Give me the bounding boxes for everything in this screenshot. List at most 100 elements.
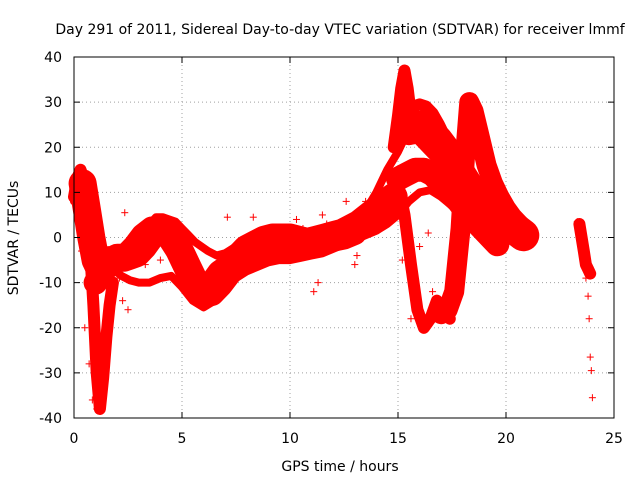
data-point	[487, 218, 494, 225]
data-point	[297, 243, 304, 250]
data-point	[494, 241, 501, 248]
data-point	[446, 189, 453, 196]
data-point	[398, 256, 406, 264]
y-tick-label: 30	[44, 95, 62, 111]
x-tick-label: 20	[497, 431, 515, 447]
data-point	[586, 353, 594, 361]
data-point	[88, 396, 96, 404]
data-point	[468, 184, 475, 191]
data-point	[424, 229, 432, 237]
data-point	[384, 220, 391, 227]
data-point	[481, 207, 488, 214]
x-tick-label: 10	[281, 431, 299, 447]
data-point	[141, 261, 149, 269]
data-point	[262, 247, 270, 255]
x-tick-label: 25	[605, 431, 623, 447]
data-point	[106, 302, 113, 309]
data-point	[353, 252, 361, 260]
data-point	[433, 137, 440, 144]
data-point	[587, 367, 595, 375]
data-point	[330, 236, 337, 243]
plot-area	[68, 64, 597, 415]
y-tick-label: 20	[44, 140, 62, 156]
data-point	[329, 224, 337, 232]
y-tick-label: -30	[39, 366, 62, 382]
data-point	[183, 266, 190, 273]
data-point	[157, 275, 164, 282]
data-point	[100, 333, 108, 341]
data-point	[461, 173, 468, 180]
data-point	[438, 180, 445, 187]
chart-title: Day 291 of 2011, Sidereal Day-to-day VTE…	[55, 22, 625, 38]
data-point	[494, 229, 501, 236]
data-point	[446, 315, 453, 322]
y-axis: -40 -30 -20 -10 0 10 20 30 40	[39, 50, 614, 427]
data-point	[78, 247, 86, 255]
data-point	[416, 243, 424, 251]
data-point	[221, 270, 229, 278]
data-point	[85, 360, 93, 368]
data-point	[384, 166, 391, 173]
data-point	[200, 293, 207, 300]
y-tick-label: 10	[44, 185, 62, 201]
data-point	[127, 277, 134, 284]
data-point	[436, 121, 443, 128]
data-point	[412, 166, 419, 173]
data-point	[342, 197, 350, 205]
data-point	[582, 261, 589, 268]
data-point	[310, 288, 318, 296]
data-point	[585, 315, 593, 323]
data-point	[440, 306, 447, 313]
data-point	[157, 225, 164, 232]
data-point	[401, 67, 408, 74]
data-point	[496, 193, 503, 200]
data-point	[364, 214, 371, 221]
data-point	[477, 135, 484, 142]
data-point	[166, 234, 173, 241]
data-point	[148, 225, 155, 232]
data-point	[146, 279, 153, 286]
data-point	[407, 315, 415, 323]
data-point	[373, 227, 380, 234]
x-axis-label: GPS time / hours	[281, 459, 398, 475]
data-point	[423, 103, 430, 110]
data-point	[377, 188, 385, 196]
data-point	[131, 243, 138, 250]
data-point	[587, 270, 594, 277]
y-tick-label: -40	[39, 411, 62, 427]
y-tick-label: 40	[44, 50, 62, 66]
data-point	[198, 243, 205, 250]
data-point	[249, 213, 257, 221]
data-point	[243, 252, 250, 259]
data-point	[455, 198, 462, 205]
data-point	[451, 288, 458, 295]
data-point	[509, 214, 516, 221]
data-point	[416, 101, 423, 108]
data-point	[490, 180, 497, 187]
data-point	[341, 234, 347, 241]
data-point	[83, 202, 90, 209]
series-scatter-outliers	[72, 179, 596, 413]
series-band	[83, 216, 367, 309]
data-point	[442, 135, 449, 142]
data-point	[382, 200, 389, 207]
data-point	[584, 292, 592, 300]
data-point	[121, 209, 129, 217]
data-point	[373, 207, 380, 214]
data-point	[97, 364, 105, 372]
y-tick-label: -20	[39, 321, 62, 337]
data-point	[433, 297, 440, 304]
data-point	[461, 153, 468, 160]
x-axis: 0 5 10 15 20 25	[70, 57, 623, 447]
data-point	[103, 315, 111, 323]
data-point	[395, 112, 401, 119]
data-point	[385, 193, 393, 201]
data-point	[420, 166, 427, 173]
data-point	[390, 144, 397, 151]
data-point	[168, 272, 175, 279]
data-point	[292, 215, 300, 223]
data-point	[135, 279, 142, 286]
data-point	[490, 236, 497, 243]
data-point	[74, 175, 81, 182]
